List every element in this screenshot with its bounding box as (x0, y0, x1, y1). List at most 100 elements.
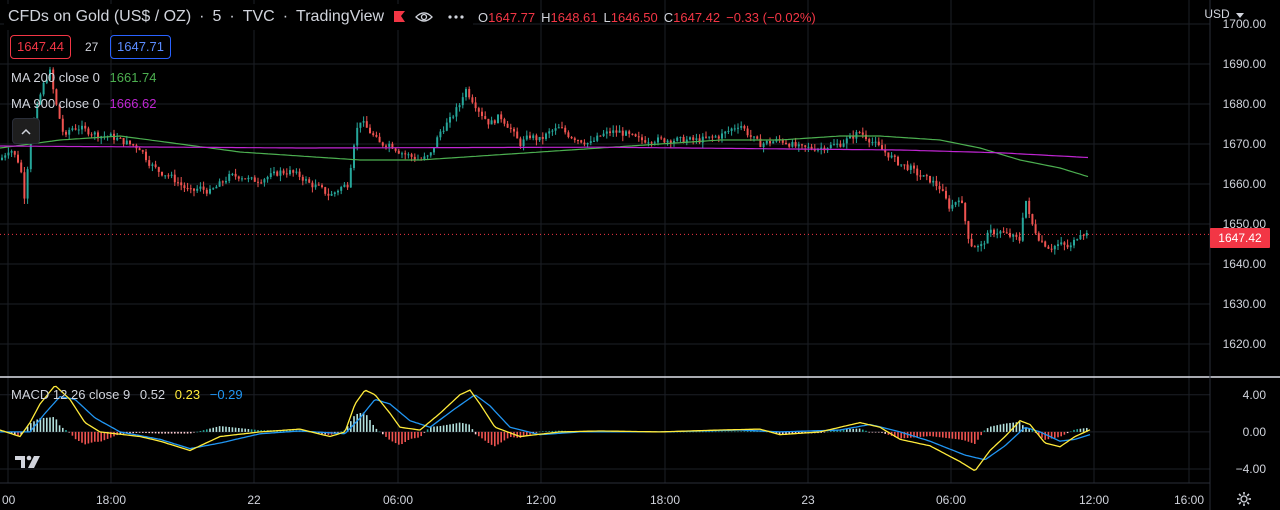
macd-histogram-bar (526, 431, 528, 436)
buy-price-button[interactable]: 1647.71 (110, 35, 171, 59)
macd-histogram-bar (74, 431, 77, 440)
candle-body (989, 229, 992, 233)
ma900-legend[interactable]: MA 900 close 0 1666.62 (11, 96, 157, 111)
candle-body (314, 184, 317, 188)
candle-body (487, 118, 490, 125)
ma200-legend[interactable]: MA 200 close 0 1661.74 (11, 70, 157, 85)
macd-histogram-bar (167, 431, 170, 434)
chevron-down-icon (1236, 13, 1244, 18)
candle-body (753, 136, 755, 138)
candle-body (705, 136, 707, 138)
macd-histogram-bar (724, 431, 726, 433)
candle-body (138, 148, 141, 151)
candle-body (429, 152, 432, 156)
candle-body (269, 173, 272, 178)
tradingview-logo[interactable] (12, 448, 48, 476)
candle-body (212, 188, 215, 190)
symbol-name[interactable]: CFDs on Gold (US$ / OZ) (8, 8, 192, 25)
candle-body (433, 147, 435, 153)
macd-histogram-bar (868, 431, 870, 433)
macd-histogram-bar (740, 431, 742, 433)
macd-histogram-bar (68, 431, 70, 433)
candle-body (1028, 200, 1031, 215)
candle-body (13, 151, 16, 155)
candle-body (81, 125, 83, 130)
macd-legend[interactable]: MACD 12 26 close 9 0.52 0.23 −0.29 (11, 387, 243, 402)
flag-icon[interactable] (394, 11, 406, 23)
candle-body (308, 179, 311, 183)
macd-histogram-bar (455, 423, 458, 432)
macd-histogram-bar (132, 431, 134, 434)
macd-histogram-bar (449, 424, 451, 432)
macd-histogram-bar (695, 431, 698, 433)
candle-body (391, 143, 394, 149)
candle-body (215, 186, 218, 189)
macd-histogram-bar (1057, 431, 1059, 438)
candle-body (945, 190, 947, 199)
macd-histogram-bar (942, 431, 944, 438)
macd-histogram-bar (538, 431, 541, 433)
candle-body (23, 172, 26, 199)
candle-body (618, 130, 621, 133)
sell-price-button[interactable]: 1647.44 (10, 35, 71, 59)
macd-histogram-bar (247, 429, 250, 432)
candle-body (973, 246, 976, 248)
candle-body (132, 144, 135, 146)
candle-body (986, 232, 989, 244)
macd-hist-value: 0.52 (139, 387, 166, 402)
candle-body (749, 135, 752, 137)
candle-body (164, 175, 167, 177)
macd-histogram-bar (698, 431, 701, 433)
candle-body (666, 140, 669, 143)
interval[interactable]: 5 (212, 8, 222, 25)
candle-body (983, 243, 986, 245)
candle-body (55, 89, 58, 105)
macd-histogram-bar (705, 431, 707, 433)
macd-histogram-bar (945, 431, 947, 438)
macd-histogram-bar (775, 431, 778, 434)
candle-body (644, 140, 647, 143)
macd-histogram-bar (215, 426, 218, 432)
macd-histogram-bar (222, 426, 224, 432)
eye-icon[interactable] (415, 11, 434, 23)
candle-body (689, 137, 691, 140)
macd-histogram-bar (951, 431, 954, 439)
candle-body (177, 182, 179, 184)
candle-body (861, 132, 864, 135)
macd-histogram-bar (1009, 422, 1011, 432)
macd-histogram-bar (218, 426, 221, 432)
macd-histogram-bar (894, 431, 896, 437)
candle-body (311, 182, 314, 188)
macd-histogram-bar (1060, 431, 1062, 437)
collapse-legend-button[interactable] (12, 118, 40, 144)
currency-selector[interactable]: USD (1204, 7, 1244, 21)
candle-body (557, 127, 560, 129)
candle-body (465, 89, 467, 98)
macd-histogram-bar (228, 427, 230, 432)
macd-histogram-bar (830, 431, 832, 432)
macd-histogram-bar (542, 431, 544, 432)
settings-gear-icon[interactable] (1236, 491, 1252, 507)
candle-body (180, 182, 183, 186)
candle-body (1037, 233, 1040, 241)
macd-histogram-bar (17, 431, 19, 436)
macd-line (0, 385, 1091, 472)
macd-histogram-bar (404, 431, 406, 443)
candle-body (836, 143, 839, 145)
macd-histogram-bar (916, 431, 918, 438)
time-axis-label: 12:00 (1078, 493, 1110, 507)
candle-body (4, 155, 7, 158)
candle-body (849, 135, 851, 139)
more-icon[interactable] (447, 11, 465, 23)
macd-histogram-bar (954, 431, 957, 440)
price-axis-label: 1700.00 (1222, 17, 1266, 31)
candle-body (868, 139, 871, 143)
symbol-header[interactable]: CFDs on Gold (US$ / OZ) · 5 · TVC · Trad… (4, 4, 474, 30)
macd-histogram-bar (90, 431, 93, 443)
macd-histogram-bar (100, 431, 102, 442)
candle-body (410, 154, 413, 157)
candle-body (452, 116, 455, 118)
candle-body (477, 108, 480, 112)
macd-histogram-bar (439, 425, 442, 432)
